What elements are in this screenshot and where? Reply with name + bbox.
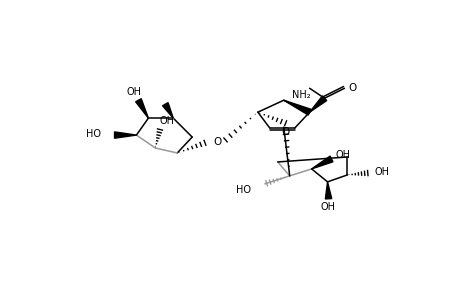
Text: OH: OH <box>374 167 389 177</box>
Text: OH: OH <box>319 202 334 212</box>
Text: OH: OH <box>159 116 174 126</box>
Polygon shape <box>162 103 173 118</box>
Text: O: O <box>347 83 356 93</box>
Polygon shape <box>325 182 331 199</box>
Text: OH: OH <box>127 87 142 97</box>
Polygon shape <box>114 132 136 138</box>
Text: HO: HO <box>85 129 101 139</box>
Polygon shape <box>311 156 332 169</box>
Text: HO: HO <box>235 185 250 195</box>
Text: O: O <box>213 137 221 147</box>
Text: NH₂: NH₂ <box>292 90 310 100</box>
Polygon shape <box>283 100 310 115</box>
Polygon shape <box>309 96 326 112</box>
Text: OH: OH <box>335 150 350 160</box>
Polygon shape <box>135 99 148 118</box>
Text: O: O <box>281 127 289 137</box>
